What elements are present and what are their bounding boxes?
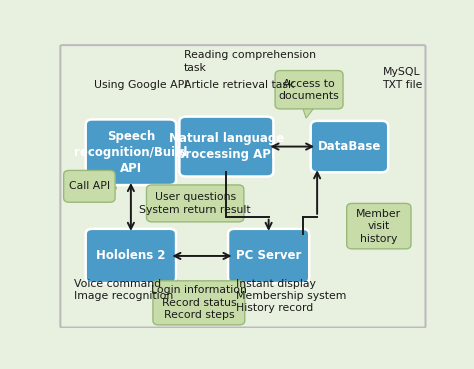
FancyBboxPatch shape [310, 121, 388, 172]
FancyBboxPatch shape [228, 229, 309, 283]
FancyBboxPatch shape [86, 229, 176, 283]
Text: Call API: Call API [69, 181, 110, 192]
Text: Instant display
Membership system
History record: Instant display Membership system Histor… [236, 279, 346, 314]
Polygon shape [301, 105, 316, 118]
Polygon shape [103, 178, 116, 189]
Text: Access to
documents: Access to documents [279, 79, 339, 101]
FancyBboxPatch shape [275, 70, 343, 109]
FancyBboxPatch shape [153, 281, 245, 325]
Text: MySQL
TXT file: MySQL TXT file [383, 67, 423, 90]
Text: DataBase: DataBase [318, 140, 381, 153]
Text: Using Google API: Using Google API [94, 80, 188, 90]
Polygon shape [168, 277, 184, 284]
FancyBboxPatch shape [64, 170, 115, 202]
Text: Reading comprehension
task: Reading comprehension task [184, 50, 316, 73]
FancyBboxPatch shape [86, 120, 176, 185]
Text: PC Server: PC Server [236, 249, 301, 262]
Text: Speech
recognition/Build
API: Speech recognition/Build API [74, 130, 188, 175]
Text: Hololens 2: Hololens 2 [96, 249, 165, 262]
Text: Member
visit
history: Member visit history [356, 209, 401, 244]
Text: User questions
System return result: User questions System return result [139, 192, 251, 215]
Text: Article retrieval task: Article retrieval task [184, 80, 294, 90]
FancyBboxPatch shape [146, 185, 244, 222]
Polygon shape [168, 203, 184, 218]
FancyBboxPatch shape [179, 117, 273, 176]
Polygon shape [351, 208, 360, 222]
FancyBboxPatch shape [346, 203, 411, 249]
Text: Login information
Record status
Record steps: Login information Record status Record s… [151, 286, 247, 320]
Text: Natural language
processing API: Natural language processing API [169, 132, 284, 161]
Text: Voice command
Image recognition: Voice command Image recognition [74, 279, 173, 301]
